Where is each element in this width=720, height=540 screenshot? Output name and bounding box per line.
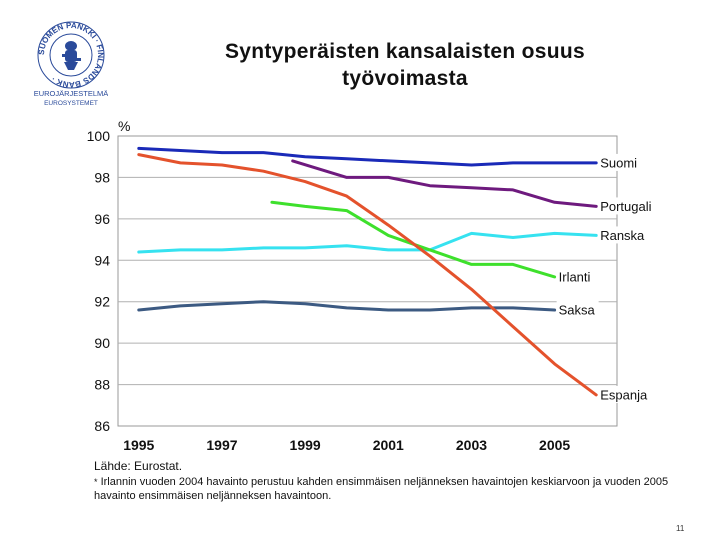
series-line-suomi <box>137 146 598 167</box>
series-label-suomi: Suomi <box>600 155 637 170</box>
y-tick-label: 100 <box>87 128 111 144</box>
series-line-espanja <box>137 153 598 397</box>
series-line-irlanti <box>270 200 557 279</box>
gridlines <box>118 176 617 386</box>
series-label-bg <box>556 267 614 285</box>
plot-area <box>117 135 618 427</box>
y-tick-label: 88 <box>94 377 110 393</box>
y-tick-label: 90 <box>94 335 110 351</box>
series-label-bg <box>598 385 656 403</box>
y-tick-label: 92 <box>94 294 110 310</box>
y-axis-ticks: 86 88 90 92 94 96 98 100 <box>87 128 111 434</box>
series-line-saksa <box>137 300 557 312</box>
y-tick-label: 86 <box>94 418 110 434</box>
x-tick-label: 2001 <box>373 437 404 453</box>
footnote: * Irlannin vuoden 2004 havainto perustuu… <box>94 475 684 503</box>
series-label-bg <box>598 153 641 171</box>
series-labels: Suomi Portugali Ranska Irlanti Saksa Espanja <box>556 153 671 403</box>
series-line-ranska <box>137 231 598 254</box>
x-tick-label: 2003 <box>456 437 487 453</box>
series-label-saksa: Saksa <box>559 303 596 318</box>
page-number: 11 <box>676 524 685 533</box>
series-label-ranska: Ranska <box>600 228 645 243</box>
series-label-bg <box>556 301 599 318</box>
x-tick-label: 2005 <box>539 437 570 453</box>
logo-sub-line1: EUROJÄRJESTELMÄ <box>34 89 108 98</box>
x-tick-label: 1997 <box>206 437 237 453</box>
bank-logo: SUOMEN PANKKI · FINLANDS BANK · EUROJÄRJ… <box>34 21 108 107</box>
title-line-1: Syntyperäisten kansalaisten osuus <box>224 40 586 63</box>
x-tick-label: 1999 <box>290 437 321 453</box>
series-label-espanja: Espanja <box>600 387 648 402</box>
y-axis-label: % <box>118 118 130 134</box>
footnote-text: Irlannin vuoden 2004 havainto perustuu k… <box>94 476 669 502</box>
page-title: Syntyperäisten kansalaisten osuus työvoi… <box>130 38 680 92</box>
source-note: Lähde: Eurostat. <box>94 459 183 473</box>
series-line-portugali <box>291 159 598 208</box>
lion-emblem-icon <box>62 41 81 70</box>
series-label-portugali: Portugali <box>600 199 651 214</box>
y-tick-label: 98 <box>94 169 110 185</box>
title-line-2: työvoimasta <box>342 67 468 90</box>
series-lines <box>137 146 598 397</box>
series-label-bg <box>598 197 671 215</box>
logo-sub-line2: EUROSYSTEMET <box>44 100 98 107</box>
y-tick-label: 94 <box>94 252 110 268</box>
x-axis-ticks: 1995 1997 1999 2001 2003 2005 <box>123 437 570 453</box>
x-tick-label: 1995 <box>123 437 154 453</box>
footnote-star: * <box>94 477 98 487</box>
series-label-irlanti: Irlanti <box>559 269 591 284</box>
y-tick-label: 96 <box>94 211 110 227</box>
series-label-bg <box>598 226 648 244</box>
